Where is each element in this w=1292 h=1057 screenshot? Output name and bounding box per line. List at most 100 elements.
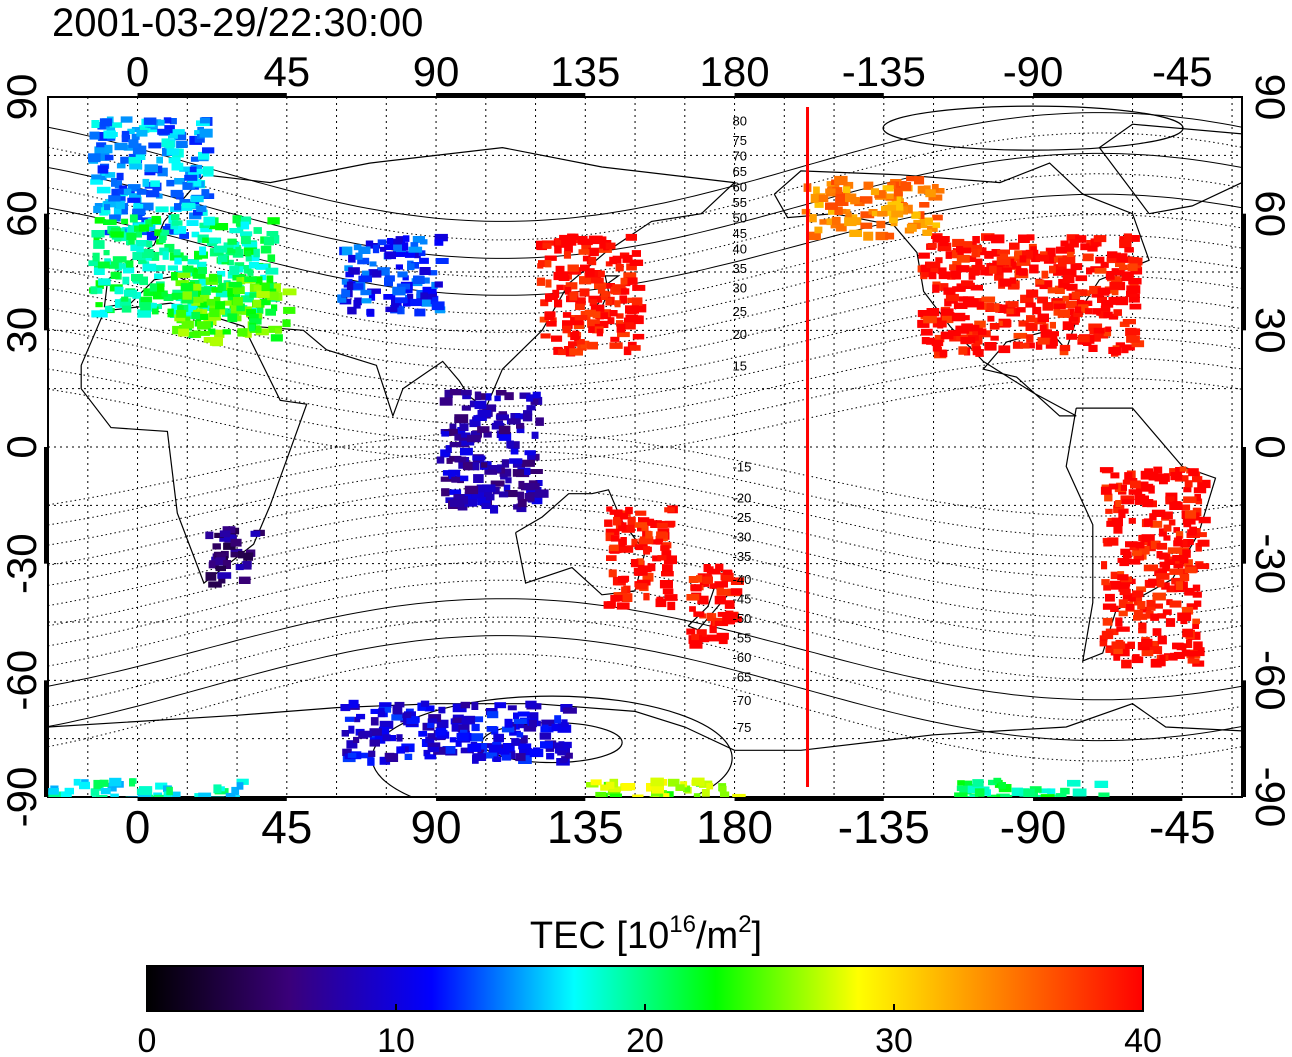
tec-pixel [157, 128, 170, 135]
tec-pixel [987, 315, 995, 322]
tec-pixel [498, 432, 512, 441]
tec-pixel [104, 144, 113, 154]
tec-pixel [845, 193, 857, 203]
tec-pixel [109, 777, 122, 787]
tec-pixel [1141, 649, 1154, 657]
tec-pixel [652, 795, 659, 797]
tec-pixel [609, 256, 617, 265]
tec-pixel [714, 595, 726, 605]
tec-pixel [1053, 303, 1066, 310]
tec-pixel [198, 277, 208, 286]
tec-pixel [927, 243, 937, 249]
tec-pixel [953, 302, 968, 309]
tec-pixel [499, 748, 510, 755]
tec-pixel [567, 233, 576, 239]
tec-pixel [1169, 568, 1184, 575]
tec-pixel [128, 156, 142, 165]
tec-pixel [238, 550, 245, 559]
tec-pixel [546, 320, 557, 327]
tec-pixel [151, 215, 161, 225]
frame-bar-left [44, 680, 49, 797]
tec-pixel [1105, 593, 1115, 602]
tec-pixel [139, 786, 153, 796]
tec-pixel [96, 287, 103, 294]
lat-label-left: 90 [0, 74, 45, 121]
tec-pixel [926, 308, 940, 317]
tec-pixel [461, 405, 471, 411]
tec-pixel [1006, 308, 1014, 315]
tec-pixel [474, 400, 487, 410]
tec-pixel [434, 281, 443, 288]
tec-pixel [1018, 234, 1030, 243]
tec-pixel [488, 744, 502, 753]
tec-pixel [519, 749, 528, 756]
tec-pixel [217, 307, 226, 315]
tec-pixel [1058, 279, 1070, 288]
tec-pixel [601, 283, 615, 289]
tec-pixel [625, 314, 639, 323]
tec-pixel [464, 498, 478, 507]
tec-pixel [503, 484, 511, 492]
tec-pixel [404, 251, 415, 258]
tec-pixel [631, 538, 638, 548]
tec-pixel [893, 187, 903, 197]
tec-pixel [716, 586, 724, 596]
tec-pixel [342, 748, 352, 756]
tec-pixel [504, 490, 518, 498]
tec-pixel [154, 273, 163, 279]
tec-pixel [1132, 590, 1144, 598]
tec-pixel [1124, 247, 1134, 253]
tec-pixel [266, 231, 279, 237]
tec-pixel [209, 337, 223, 346]
tec-pixel [556, 284, 564, 291]
colorbar-tick-label: 30 [875, 1022, 913, 1057]
tec-pixel [922, 229, 933, 236]
tec-pixel [621, 593, 633, 602]
tec-pixel [223, 242, 234, 248]
tec-pixel [428, 746, 439, 753]
tec-pixel [282, 319, 291, 328]
tec-pixel [1184, 510, 1197, 519]
tec-pixel [1041, 270, 1049, 279]
tec-pixel [539, 732, 552, 740]
tec-pixel [169, 252, 184, 261]
tec-pixel [836, 195, 843, 202]
tec-pixel [691, 634, 699, 641]
tec-pixel [506, 440, 514, 449]
tec-pixel [850, 197, 860, 205]
tec-pixel [970, 284, 983, 291]
tec-pixel [715, 563, 724, 572]
tec-pixel [1063, 268, 1077, 277]
tec-pixel [961, 280, 974, 287]
tec-pixel [166, 786, 173, 796]
tec-pixel [1109, 580, 1123, 590]
tec-pixel [698, 636, 710, 643]
tec-pixel [535, 417, 544, 426]
tec-pixel [248, 314, 259, 321]
tec-pixel [575, 297, 586, 306]
tec-pixel [509, 730, 521, 736]
tec-pixel [529, 469, 543, 474]
tec-pixel [124, 260, 134, 268]
tec-pixel [544, 311, 555, 320]
tec-pixel [344, 716, 355, 722]
tec-pixel [142, 263, 157, 272]
tec-pixel [477, 749, 485, 757]
tec-pixel [1192, 507, 1202, 517]
tec-pixel [369, 739, 380, 747]
tec-pixel [109, 214, 121, 222]
tec-pixel [801, 208, 811, 215]
tec-pixel [380, 706, 392, 713]
tec-pixel [341, 730, 349, 737]
tec-pixel [1105, 508, 1113, 514]
tec-pixel [358, 246, 371, 254]
tec-pixel [957, 792, 968, 797]
tec-pixel [268, 288, 277, 295]
lon-label-top: -90 [1003, 48, 1064, 95]
tec-pixel [843, 181, 854, 189]
tec-pixel [1145, 610, 1154, 619]
tec-pixel [473, 415, 487, 421]
tec-pixel [903, 204, 913, 214]
tec-pixel [958, 247, 972, 254]
tec-pixel [607, 317, 615, 325]
